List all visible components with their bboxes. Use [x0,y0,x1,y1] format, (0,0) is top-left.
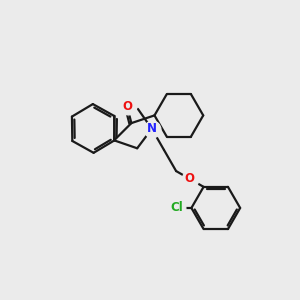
Text: O: O [185,172,195,185]
Text: O: O [122,100,133,113]
Text: N: N [147,122,157,135]
Text: Cl: Cl [170,202,183,214]
